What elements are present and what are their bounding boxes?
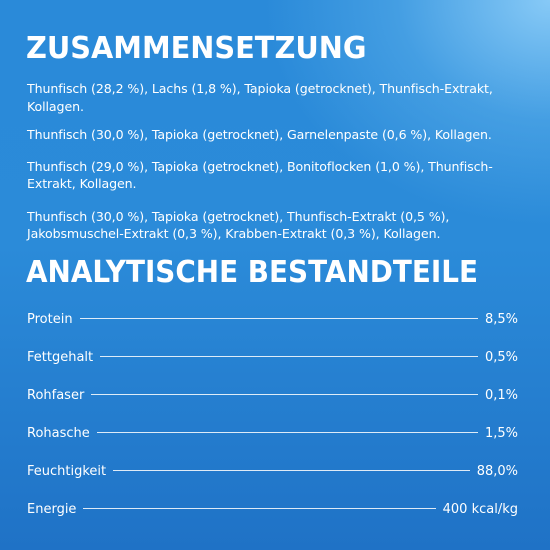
analytic-row-fat: Fettgehalt 0,5% — [27, 350, 518, 388]
analytic-title: Analytische Bestandteile — [26, 255, 478, 290]
leader-line — [100, 356, 478, 357]
analytic-value: 8,5% — [484, 312, 518, 327]
leader-line — [113, 470, 470, 471]
analytic-row-moisture: Feuchtigkeit 88,0% — [27, 464, 518, 502]
analytic-row-protein: Protein 8,5% — [27, 312, 518, 350]
leader-line — [91, 394, 478, 395]
composition-item: Thunfisch (30,0 %), Tapioka (getrocknet)… — [27, 208, 450, 242]
analytic-name: Fettgehalt — [27, 350, 94, 365]
analytic-name: Energie — [27, 502, 77, 517]
leader-line — [79, 318, 478, 319]
analytic-name: Feuchtigkeit — [27, 464, 107, 479]
analytic-name: Rohasche — [27, 426, 90, 441]
analytic-value: 88,0% — [476, 464, 518, 479]
analytic-value: 0,1% — [484, 388, 518, 403]
leader-line — [96, 432, 478, 433]
analytic-name: Protein — [27, 312, 73, 327]
analytic-value: 400 kcal/kg — [442, 502, 518, 517]
analytic-row-energy: Energie 400 kcal/kg — [27, 502, 518, 540]
composition-list: Thunfisch (28,2 %), Lachs (1,8 %), Tapio… — [27, 80, 527, 254]
composition-item: Thunfisch (30,0 %), Tapioka (getrocknet)… — [27, 127, 492, 142]
analytic-list: Protein 8,5% Fettgehalt 0,5% Rohfaser 0,… — [27, 312, 518, 540]
leader-line — [83, 508, 436, 509]
analytic-row-ash: Rohasche 1,5% — [27, 426, 518, 464]
composition-item: Thunfisch (28,2 %), Lachs (1,8 %), Tapio… — [27, 81, 493, 114]
composition-item: Thunfisch (29,0 %), Tapioka (getrocknet)… — [27, 158, 493, 192]
analytic-name: Rohfaser — [27, 388, 85, 403]
composition-title: Zusammensetzung — [26, 31, 367, 66]
analytic-row-fiber: Rohfaser 0,1% — [27, 388, 518, 426]
analytic-value: 1,5% — [484, 426, 518, 441]
analytic-value: 0,5% — [484, 350, 518, 365]
